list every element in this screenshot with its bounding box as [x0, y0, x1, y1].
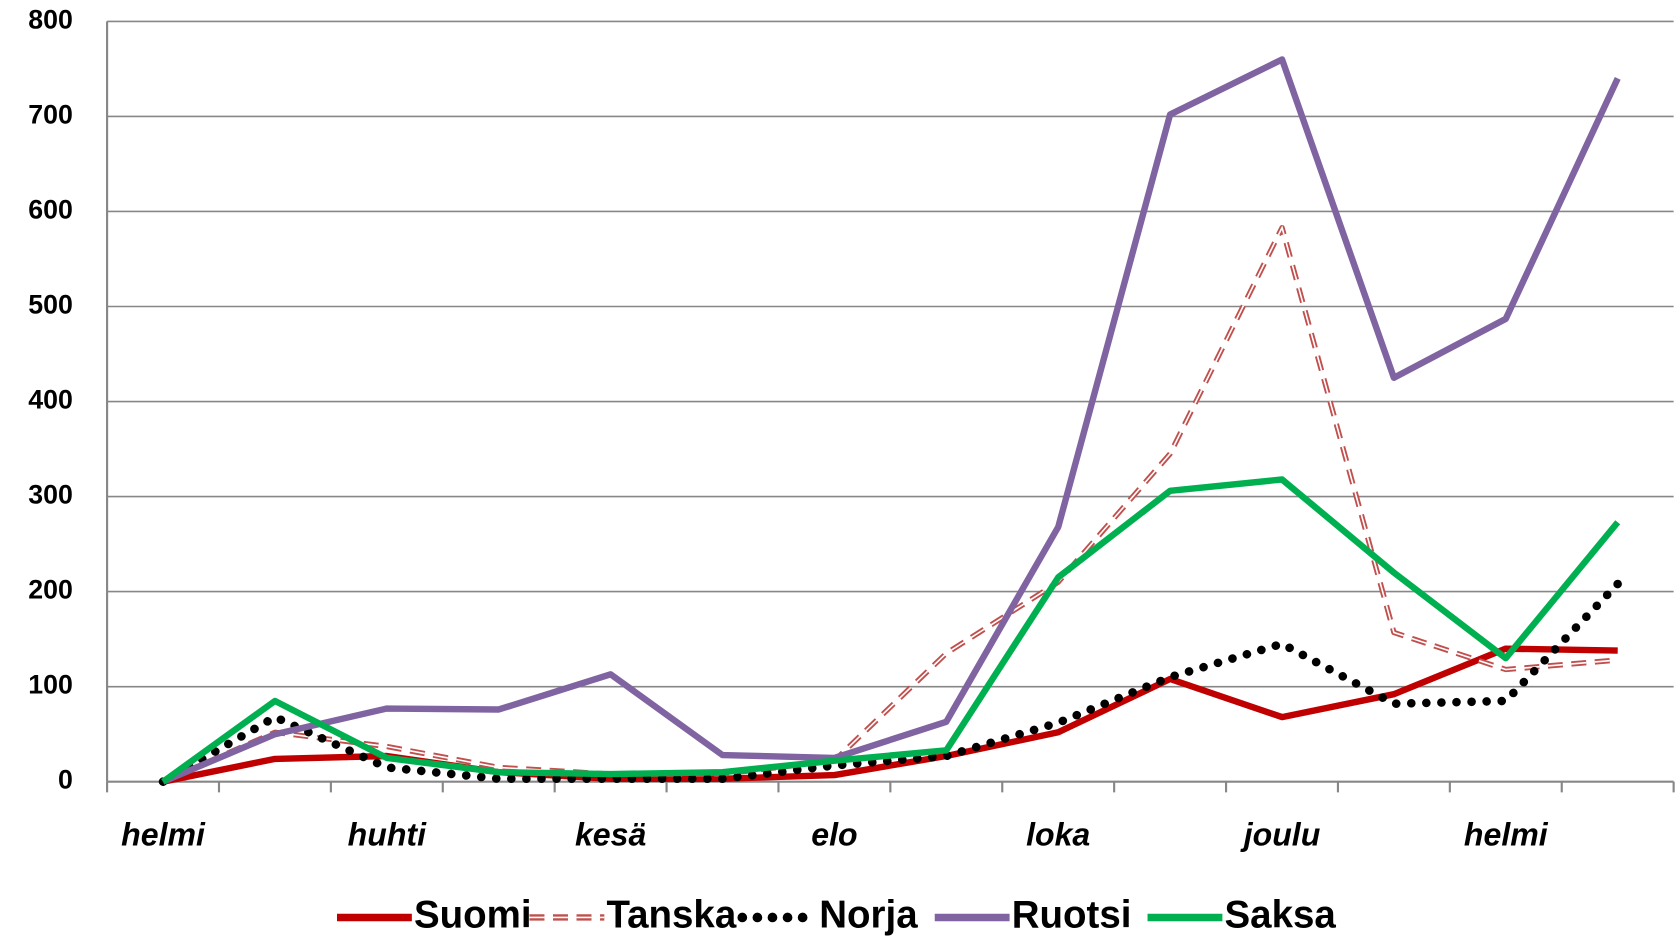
- y-tick-label: 100: [28, 670, 73, 700]
- legend-label: Saksa: [1225, 894, 1337, 937]
- y-tick-label: 0: [58, 765, 73, 795]
- x-tick-label: huhti: [348, 817, 427, 853]
- data-line-inner: [162, 225, 1618, 783]
- legend-label: Ruotsi: [1012, 894, 1132, 937]
- data-line: [161, 224, 1618, 785]
- y-tick-label: 600: [28, 195, 73, 225]
- y-tick-label: 500: [28, 290, 73, 320]
- legend-label: Suomi: [414, 894, 532, 937]
- x-tick-label: helmi: [121, 817, 206, 853]
- x-tick-label: elo: [811, 817, 857, 853]
- data-line: [161, 476, 1621, 785]
- y-tick-label: 800: [28, 4, 73, 34]
- x-tick-label: loka: [1026, 817, 1090, 853]
- legend-label: Tanska: [606, 894, 736, 937]
- y-tick-label: 400: [28, 385, 73, 415]
- x-tick-label: joulu: [1240, 817, 1321, 853]
- y-tick-label: 300: [28, 480, 73, 510]
- legend-label: Norja: [819, 894, 918, 937]
- y-tick-label: 200: [28, 575, 73, 605]
- y-tick-label: 700: [28, 99, 73, 129]
- data-line: [161, 56, 1621, 785]
- x-tick-label: helmi: [1464, 817, 1549, 853]
- data-line: [158, 579, 1622, 786]
- x-tick-label: kesä: [575, 817, 646, 853]
